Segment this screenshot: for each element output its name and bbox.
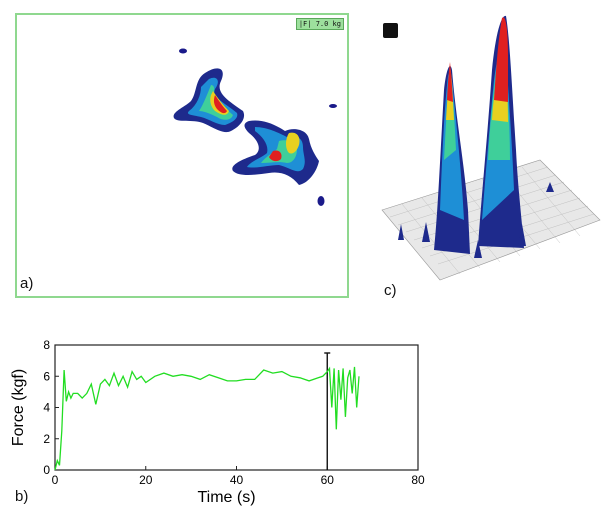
y-tick-label: 6 [43,369,50,383]
pressure-peak [269,150,282,162]
x-tick-label: 0 [52,473,59,487]
pressure-map-2d: |F| 7.0 kg [15,13,349,298]
y-tick-label: 0 [43,463,50,477]
x-tick-label: 80 [411,473,425,487]
y-tick-label: 4 [43,401,50,415]
pressure-spot [329,104,337,108]
surface-spike [474,240,482,258]
pressure-spot [317,196,325,206]
surface-spike [546,182,554,192]
pressure-spot [179,48,187,54]
pressure-blobs [173,48,337,206]
x-tick-label: 20 [139,473,153,487]
surface-peak [447,62,453,102]
force-series-line [54,366,360,471]
surface-spike [518,224,526,246]
panel-c-label: c) [384,282,397,299]
panel-a-label: a) [20,275,34,292]
panel-b-label: b) [15,488,29,505]
force-badge: |F| 7.0 kg [295,18,344,30]
pressure-peak [213,95,227,114]
y-axis-label: Force (kgf) [10,369,27,446]
x-tick-label: 60 [321,473,335,487]
surface-peak [494,17,508,102]
x-axis-label: Time (s) [197,489,255,506]
y-tick-label: 2 [43,432,50,446]
rotate-icon[interactable] [383,23,398,38]
pressure-surface-3d [381,15,601,281]
y-tick-label: 8 [43,338,50,352]
plot-frame [54,344,419,471]
pressure-blob [286,132,300,154]
surface-spike [422,222,430,242]
x-tick-label: 40 [230,473,244,487]
surface-spike [398,224,404,240]
